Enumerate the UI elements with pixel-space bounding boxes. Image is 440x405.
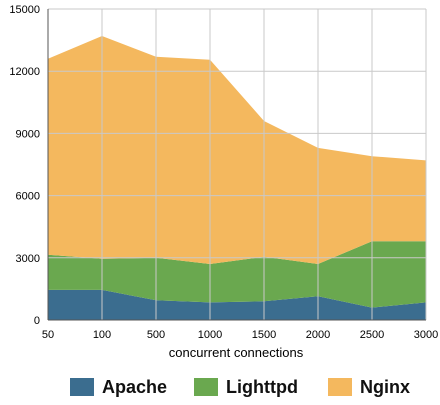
y-tick-label-15000: 15000 [9, 4, 40, 16]
legend-item-nginx: Nginx [328, 374, 410, 400]
area-nginx [48, 36, 426, 264]
x-tick-label-1500: 1500 [252, 329, 276, 341]
y-tick-label-12000: 12000 [9, 66, 40, 78]
area-series [48, 36, 426, 320]
y-tick-label-6000: 6000 [16, 191, 40, 203]
y-tick-label-0: 0 [34, 315, 40, 327]
grid-lines [48, 8, 427, 320]
x-axis-title: concurrent connections [169, 345, 304, 360]
x-tick-label-50: 50 [42, 329, 54, 341]
legend-item-lighttpd: Lighttpd [194, 374, 298, 400]
y-tick-labels: 0 3000 6000 9000 12000 15000 [9, 4, 40, 327]
x-tick-labels: 50 100 500 1000 1500 2000 2500 3000 [42, 329, 438, 341]
legend-label-apache: Apache [102, 376, 168, 397]
legend-label-lighttpd: Lighttpd [226, 376, 298, 397]
area-apache [48, 289, 426, 320]
x-tick-label-1000: 1000 [198, 329, 222, 341]
y-tick-label-3000: 3000 [16, 253, 40, 265]
x-tick-label-500: 500 [147, 329, 165, 341]
legend-label-nginx: Nginx [360, 376, 411, 397]
legend: Apache Lighttpd Nginx [0, 374, 440, 400]
x-tick-label-3000: 3000 [414, 329, 438, 341]
x-tick-label-100: 100 [93, 329, 111, 341]
axes [47, 9, 426, 321]
legend-swatch-nginx [328, 378, 352, 396]
area-lighttpd [48, 241, 426, 308]
x-tick-label-2000: 2000 [306, 329, 330, 341]
legend-swatch-apache [70, 378, 94, 396]
y-tick-label-9000: 9000 [16, 128, 40, 140]
legend-swatch-lighttpd [194, 378, 218, 396]
legend-item-apache: Apache [70, 374, 167, 400]
x-tick-label-2500: 2500 [360, 329, 384, 341]
